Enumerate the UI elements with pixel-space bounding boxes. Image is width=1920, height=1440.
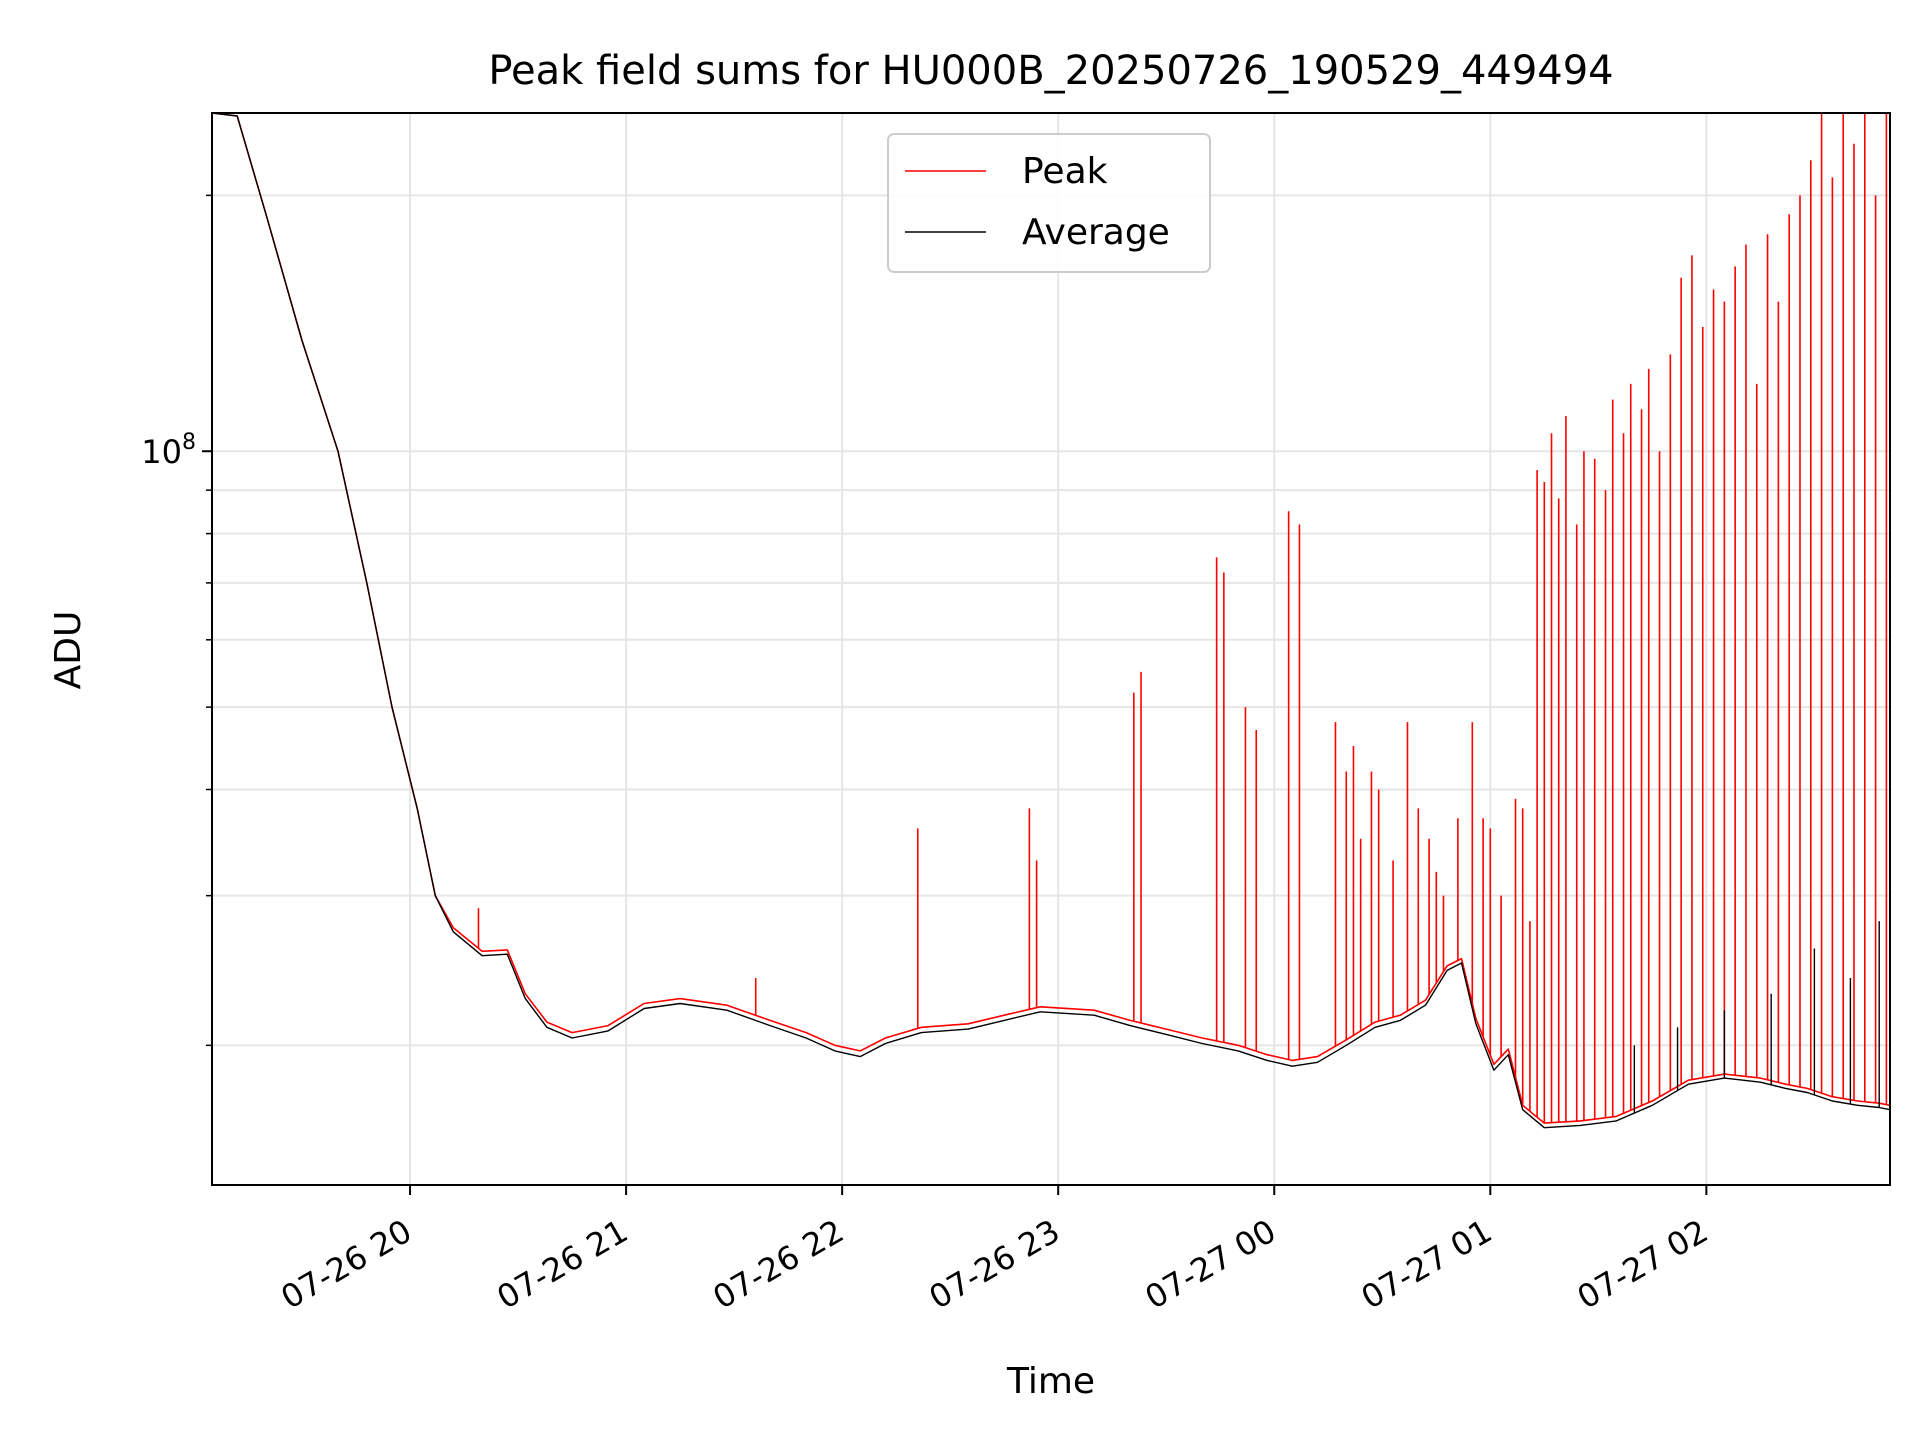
- legend-peak-label: Peak: [1022, 151, 1108, 192]
- x-axis-label: Time: [1006, 1361, 1095, 1402]
- legend-box: [887, 133, 1211, 273]
- x-tick-label: 07-27 00: [1139, 1212, 1283, 1317]
- x-tick-label: 07-27 01: [1355, 1212, 1499, 1317]
- x-tick-label: 07-26 20: [274, 1212, 418, 1317]
- series-line-average: [211, 112, 1891, 1129]
- x-tick-label: 07-26 22: [707, 1212, 851, 1317]
- plot-frame: [211, 112, 1891, 1186]
- x-tick-label: 07-26 21: [490, 1212, 634, 1317]
- legend-average-label: Average: [1022, 212, 1170, 253]
- grid-layer: [212, 113, 1890, 1185]
- y-axis-label: ADU: [48, 611, 89, 690]
- tick-layer: 07-26 20 07-26 21 07-26 22 07-26 23 07-27 00…: [141, 194, 1715, 1317]
- chart-title: Peak field sums for HU000B_20250726_1905…: [488, 48, 1613, 94]
- y-tick-label: 108: [141, 430, 196, 471]
- x-tick-label: 07-26 23: [923, 1212, 1067, 1317]
- series-line-peak: [211, 112, 1891, 1124]
- x-tick-label: 07-27 02: [1571, 1212, 1715, 1317]
- legend: Peak Average: [887, 133, 1211, 273]
- series-layer: [211, 112, 1891, 1129]
